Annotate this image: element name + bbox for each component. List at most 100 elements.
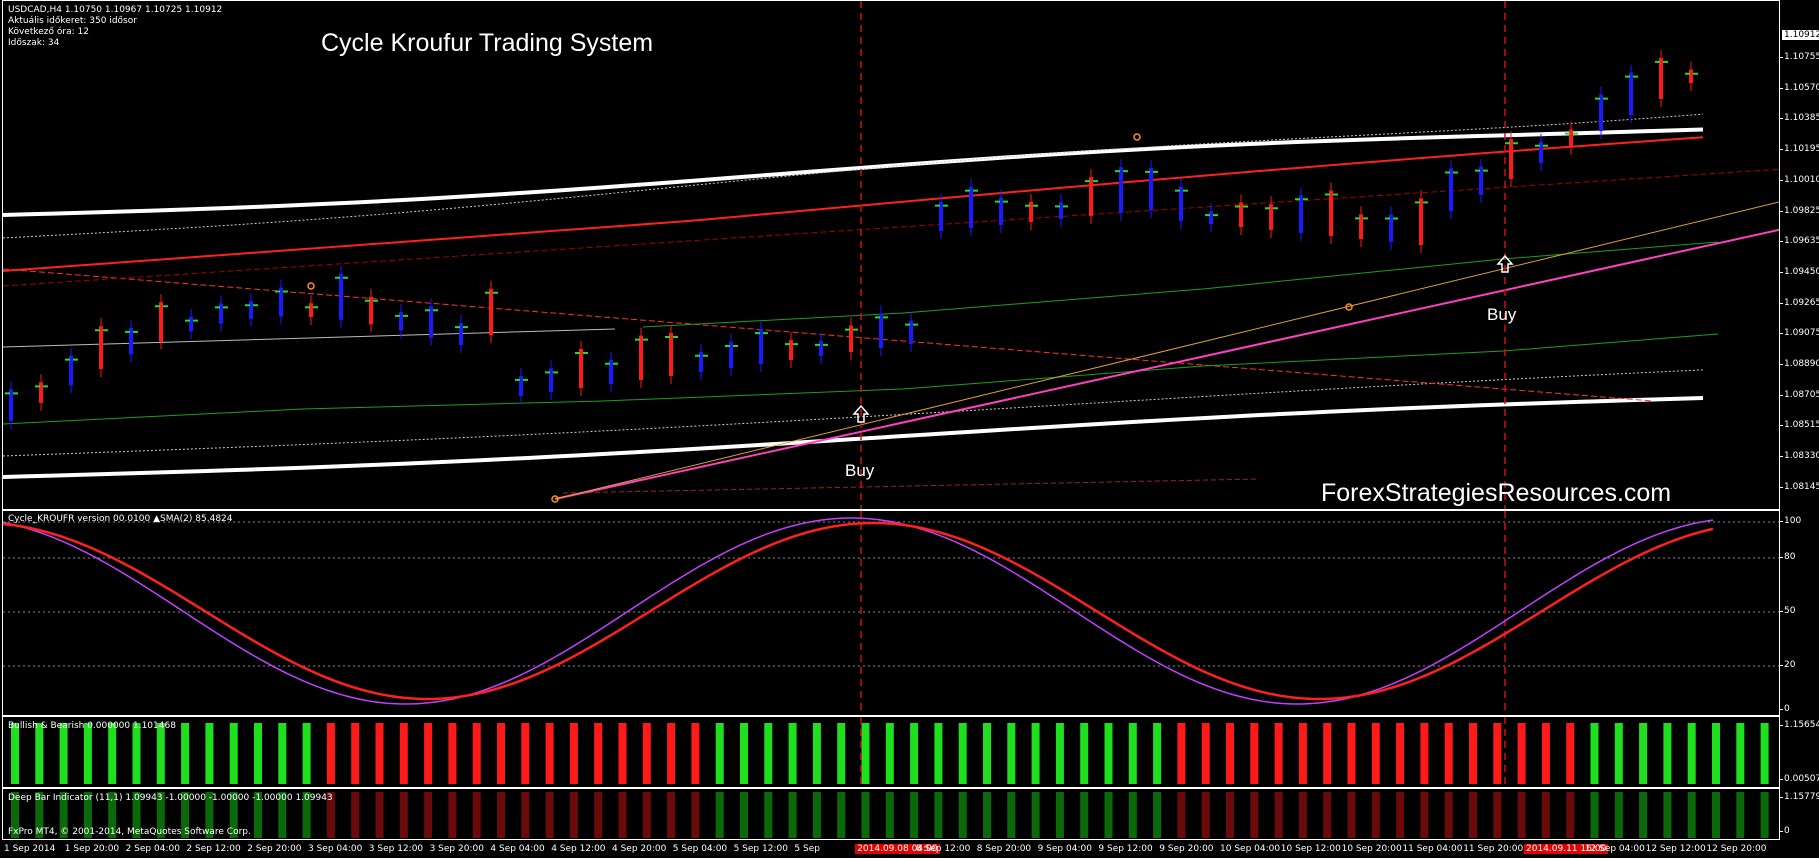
deepbar-bar bbox=[594, 792, 603, 838]
deepbar-bar bbox=[11, 792, 19, 838]
info-line-3: Időszak: 34 bbox=[8, 38, 60, 48]
deepbar-bar bbox=[229, 792, 238, 838]
time-axis-label: 4 Sep 12:00 bbox=[551, 844, 606, 854]
bullbear-bar bbox=[1493, 723, 1502, 784]
bullbear-bar bbox=[861, 723, 870, 784]
bullbear-bar bbox=[1250, 723, 1259, 784]
deepbar-label: Deep Bar Indicator (11,1) 1.09943 -1.000… bbox=[8, 793, 333, 803]
bullbear-bar bbox=[667, 723, 676, 784]
price-scale-label: 1.10010 bbox=[1778, 175, 1819, 185]
deepbar-bar bbox=[715, 792, 724, 838]
bullbear-bar bbox=[108, 723, 117, 784]
candle-body bbox=[279, 287, 283, 317]
deepbar-pane[interactable]: Deep Bar Indicator (11,1) 1.09943 -1.000… bbox=[2, 788, 1780, 840]
deepbar-bar bbox=[1347, 792, 1356, 838]
bullbear-bar bbox=[1639, 723, 1648, 784]
candle-body bbox=[969, 186, 973, 228]
deepbar-bar bbox=[1080, 792, 1089, 838]
candle-body bbox=[849, 325, 853, 352]
deepbar-bar bbox=[618, 792, 627, 838]
time-axis-label: 12 Sep 20:00 bbox=[1706, 844, 1767, 854]
gray-line bbox=[3, 328, 616, 348]
green-upper-line bbox=[642, 241, 1719, 328]
price-scale-label: 1.10755 bbox=[1778, 52, 1819, 62]
deepbar-bar bbox=[764, 792, 773, 838]
deepbar-bar bbox=[1639, 792, 1648, 838]
cycle-chart-svg bbox=[3, 511, 1779, 715]
cycle-pane[interactable]: Cycle_KROUFR version 00.0100 ▲SMA(2) 85.… bbox=[2, 510, 1780, 716]
candle-body bbox=[1329, 190, 1333, 236]
time-axis-label: 10 Sep 12:00 bbox=[1280, 844, 1341, 854]
deepbar-bar bbox=[351, 792, 360, 838]
time-axis-label: 5 Sep bbox=[794, 844, 820, 854]
price-scale-label: 1.08145 bbox=[1778, 482, 1819, 492]
deepbar-bar bbox=[35, 792, 44, 838]
deepbar-bar bbox=[983, 792, 991, 838]
deepbar-bar bbox=[545, 792, 554, 838]
deepbar-bar bbox=[1201, 792, 1210, 838]
candle-body bbox=[729, 341, 733, 368]
cycle-line bbox=[3, 517, 1714, 705]
cycle-label: Cycle_KROUFR version 00.0100 ▲SMA(2) 85.… bbox=[8, 514, 233, 524]
deepbar-bar bbox=[1250, 792, 1259, 838]
price-scale-label: 1.09265 bbox=[1778, 298, 1819, 308]
cycle-scale-label: 0 bbox=[1779, 704, 1790, 714]
time-axis-label: 12 Sep 12:00 bbox=[1645, 844, 1706, 854]
time-axis-label: 11 Sep 20:00 bbox=[1463, 844, 1524, 854]
bullbear-bar bbox=[1153, 723, 1162, 784]
deepbar-bar bbox=[788, 792, 797, 838]
bullbear-bar bbox=[1541, 723, 1550, 784]
bullbear-scale-top: 1.156541 bbox=[1779, 720, 1819, 730]
time-axis-label: 3 Sep 04:00 bbox=[308, 844, 363, 854]
bullbear-bar bbox=[11, 723, 19, 784]
bullbear-bar bbox=[569, 723, 578, 784]
bullbear-label: Bullish & Bearish 0.000000 1.101468 bbox=[8, 721, 176, 731]
bullbear-bar bbox=[885, 723, 894, 784]
candle-body bbox=[69, 355, 73, 386]
candle-body bbox=[1179, 186, 1183, 221]
candle-body bbox=[1299, 195, 1303, 233]
deepbar-bar bbox=[1566, 792, 1575, 838]
deepbar-bar bbox=[1541, 792, 1550, 838]
deepbar-bar bbox=[1298, 792, 1307, 838]
bullbear-bar bbox=[764, 723, 773, 784]
candle-body bbox=[1599, 94, 1603, 131]
bullbear-bar bbox=[448, 723, 457, 784]
bullbear-bar bbox=[910, 723, 919, 784]
deepbar-bar bbox=[1420, 792, 1429, 838]
buy-arrow-icon bbox=[1496, 254, 1514, 273]
candle-body bbox=[1689, 69, 1693, 83]
bullbear-bar bbox=[472, 723, 481, 784]
bullbear-bar bbox=[1298, 723, 1307, 784]
price-scale-label: 1.10385 bbox=[1778, 113, 1819, 123]
main-chart-pane[interactable]: USDCAD,H4 1.10750 1.10967 1.10725 1.1091… bbox=[2, 0, 1780, 510]
candle-body bbox=[819, 340, 823, 356]
candle-body bbox=[759, 329, 763, 364]
bullbear-bar bbox=[545, 723, 554, 784]
candle-body bbox=[459, 323, 463, 346]
deepbar-bar bbox=[424, 792, 433, 838]
bullbear-bar bbox=[132, 723, 141, 784]
deepbar-bar bbox=[521, 792, 530, 838]
deepbar-bar bbox=[1469, 792, 1477, 838]
deepbar-bar bbox=[861, 792, 870, 838]
candle-body bbox=[939, 201, 943, 231]
price-scale-label: 1.08890 bbox=[1778, 359, 1819, 369]
deepbar-bar bbox=[1371, 792, 1380, 838]
cycle-scale-label: 20 bbox=[1778, 660, 1796, 670]
bullbear-bar bbox=[1274, 723, 1283, 784]
upper-band-line bbox=[3, 127, 1704, 217]
candle-body bbox=[609, 359, 613, 384]
deepbar-bar bbox=[326, 792, 335, 838]
bullbear-bar bbox=[691, 723, 700, 784]
bullbear-pane[interactable]: Bullish & Bearish 0.000000 1.101468 bbox=[2, 716, 1780, 788]
deepbar-bar bbox=[1055, 792, 1064, 838]
bullbear-bar bbox=[326, 723, 335, 784]
deepbar-bar bbox=[1590, 792, 1599, 838]
fractal-dot bbox=[1345, 303, 1353, 311]
deepbar-bar bbox=[569, 792, 578, 838]
time-axis-label: 9 Sep 20:00 bbox=[1159, 844, 1214, 854]
bullbear-bar bbox=[1371, 723, 1380, 784]
time-axis-label: 1 Sep 20:00 bbox=[64, 844, 120, 854]
time-axis-label: 2 Sep 20:00 bbox=[247, 844, 302, 854]
